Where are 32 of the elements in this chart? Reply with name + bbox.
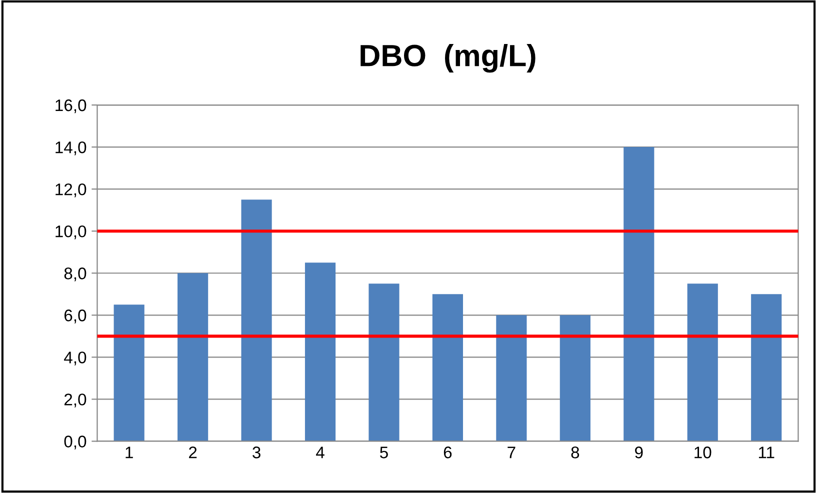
- y-tick-label: 0,0: [64, 436, 86, 450]
- y-tick-label: 16,0: [56, 99, 86, 114]
- y-tick-label: 4,0: [64, 352, 86, 366]
- x-tick-label: 9: [635, 446, 643, 458]
- y-tick-label: 14,0: [56, 141, 86, 156]
- bar: [560, 315, 590, 442]
- bar: [114, 304, 144, 442]
- x-tick-label: 3: [252, 446, 260, 458]
- x-tick-label: 4: [316, 446, 324, 458]
- x-tick-label: 6: [444, 446, 452, 458]
- bar: [304, 262, 336, 442]
- y-tick-label: 6,0: [64, 310, 86, 324]
- bar: [241, 200, 272, 442]
- bar: [496, 315, 527, 442]
- bar: [368, 284, 400, 442]
- bar: [751, 294, 782, 442]
- bar: [624, 147, 654, 442]
- bar: [687, 284, 718, 442]
- bar: [432, 294, 464, 442]
- x-tick-label: 8: [571, 446, 580, 458]
- y-tick-label: 8,0: [64, 268, 86, 282]
- chart-title: DBO (mg/L): [360, 44, 536, 73]
- x-tick-label: 11: [758, 446, 774, 458]
- y-tick-label: 12,0: [56, 183, 86, 198]
- y-tick-label: 10,0: [56, 225, 86, 240]
- x-tick-label: 10: [694, 446, 712, 458]
- x-tick-label: 2: [189, 446, 197, 458]
- x-tick-label: 1: [126, 446, 133, 458]
- bar: [178, 273, 208, 442]
- y-tick-label: 2,0: [64, 394, 86, 408]
- x-tick-label: 5: [380, 446, 388, 458]
- x-tick-label: 7: [508, 446, 516, 458]
